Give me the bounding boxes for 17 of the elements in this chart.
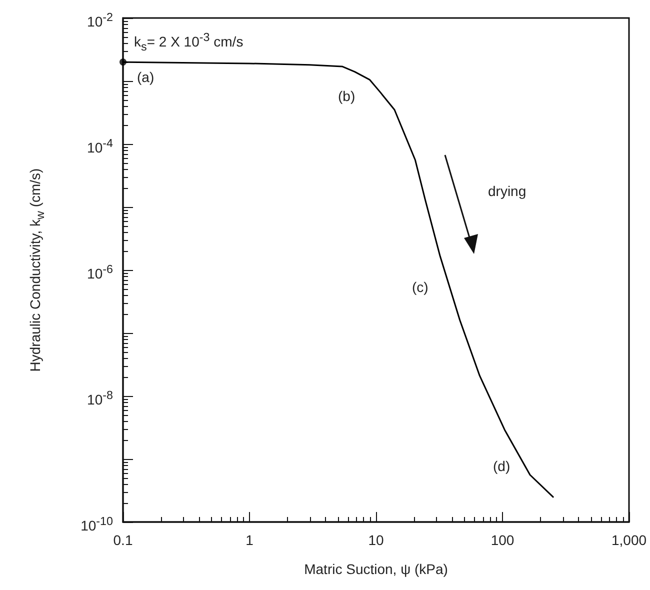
x-tick-label: 1,000 <box>611 532 647 548</box>
x-tick-label: 10 <box>368 532 384 548</box>
x-tick-label: 0.1 <box>113 532 133 548</box>
x-tick-label: 1 <box>246 532 254 548</box>
y-tick-label: 10$^{-4}$ <box>87 136 113 156</box>
y-tick-label: 10$^{-10}$ <box>80 514 113 534</box>
annotation: drying <box>488 183 526 199</box>
annotation: (d) <box>493 458 510 474</box>
y-tick-label: 10$^{-2}$ <box>87 10 113 30</box>
annotation: (b) <box>338 88 356 104</box>
annotation: (c) <box>412 279 428 295</box>
annotation: (a) <box>137 69 154 85</box>
y-tick-label: 10$^{-6}$ <box>87 262 113 282</box>
y-tick-label: 10$^{-8}$ <box>87 388 113 408</box>
x-axis-title: Matric Suction, ψ (kPa) <box>304 561 448 577</box>
annotation: k$_{s}$= 2 X 10$^{-3}$ cm/s <box>134 30 244 56</box>
x-tick-label: 100 <box>490 532 514 548</box>
